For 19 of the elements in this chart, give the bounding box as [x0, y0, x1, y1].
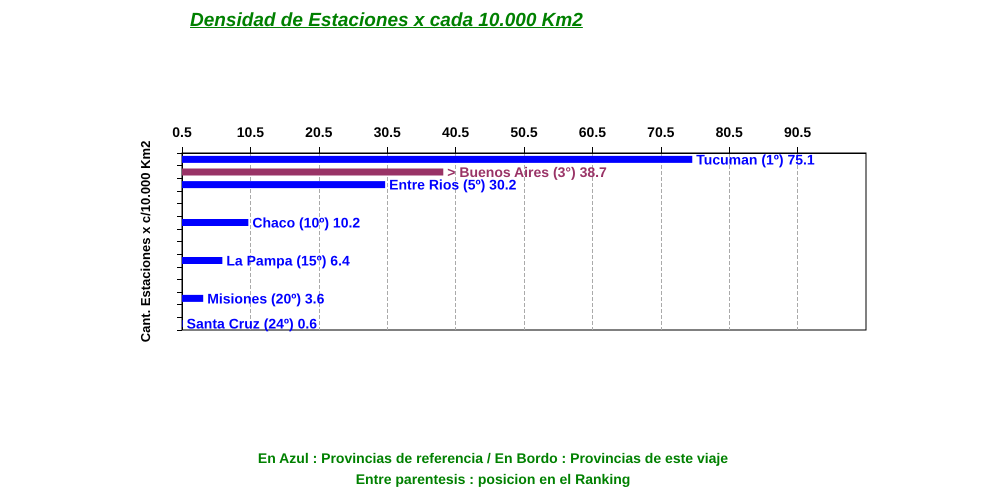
x-tick-label: 20.5	[305, 124, 333, 140]
data-label: Misiones (20º) 3.6	[207, 290, 325, 306]
x-tick-label: 50.5	[510, 124, 538, 140]
chart-title: Densidad de Estaciones x cada 10.000 Km2	[190, 10, 583, 32]
data-label: La Pampa (15º) 6.4	[226, 252, 350, 268]
text: Entre parentesis : posicion en el Ranking	[354, 470, 632, 489]
text: En Azul : Provincias de referencia / En Bordo : Provincias de este viaje	[256, 449, 730, 468]
x-tick-label: 30.5	[374, 124, 402, 140]
x-tick-label: 60.5	[578, 124, 606, 140]
x-tick-label: 10.5	[236, 124, 264, 140]
x-tick-label: 90.5	[784, 124, 812, 140]
x-tick-label: 40.5	[442, 124, 470, 140]
x-tick-label: 70.5	[647, 124, 675, 140]
x-tick-label: 0.5	[172, 124, 192, 140]
x-tick-label: 80.5	[716, 124, 744, 140]
data-label: Tucuman (1º) 75.1	[696, 151, 815, 168]
data-label: Chaco (10º) 10.2	[252, 214, 360, 231]
y-axis-title: Cant. Estaciones x c/10.000 Km2	[138, 140, 153, 342]
data-label: Santa Cruz (24º) 0.6	[186, 316, 318, 332]
